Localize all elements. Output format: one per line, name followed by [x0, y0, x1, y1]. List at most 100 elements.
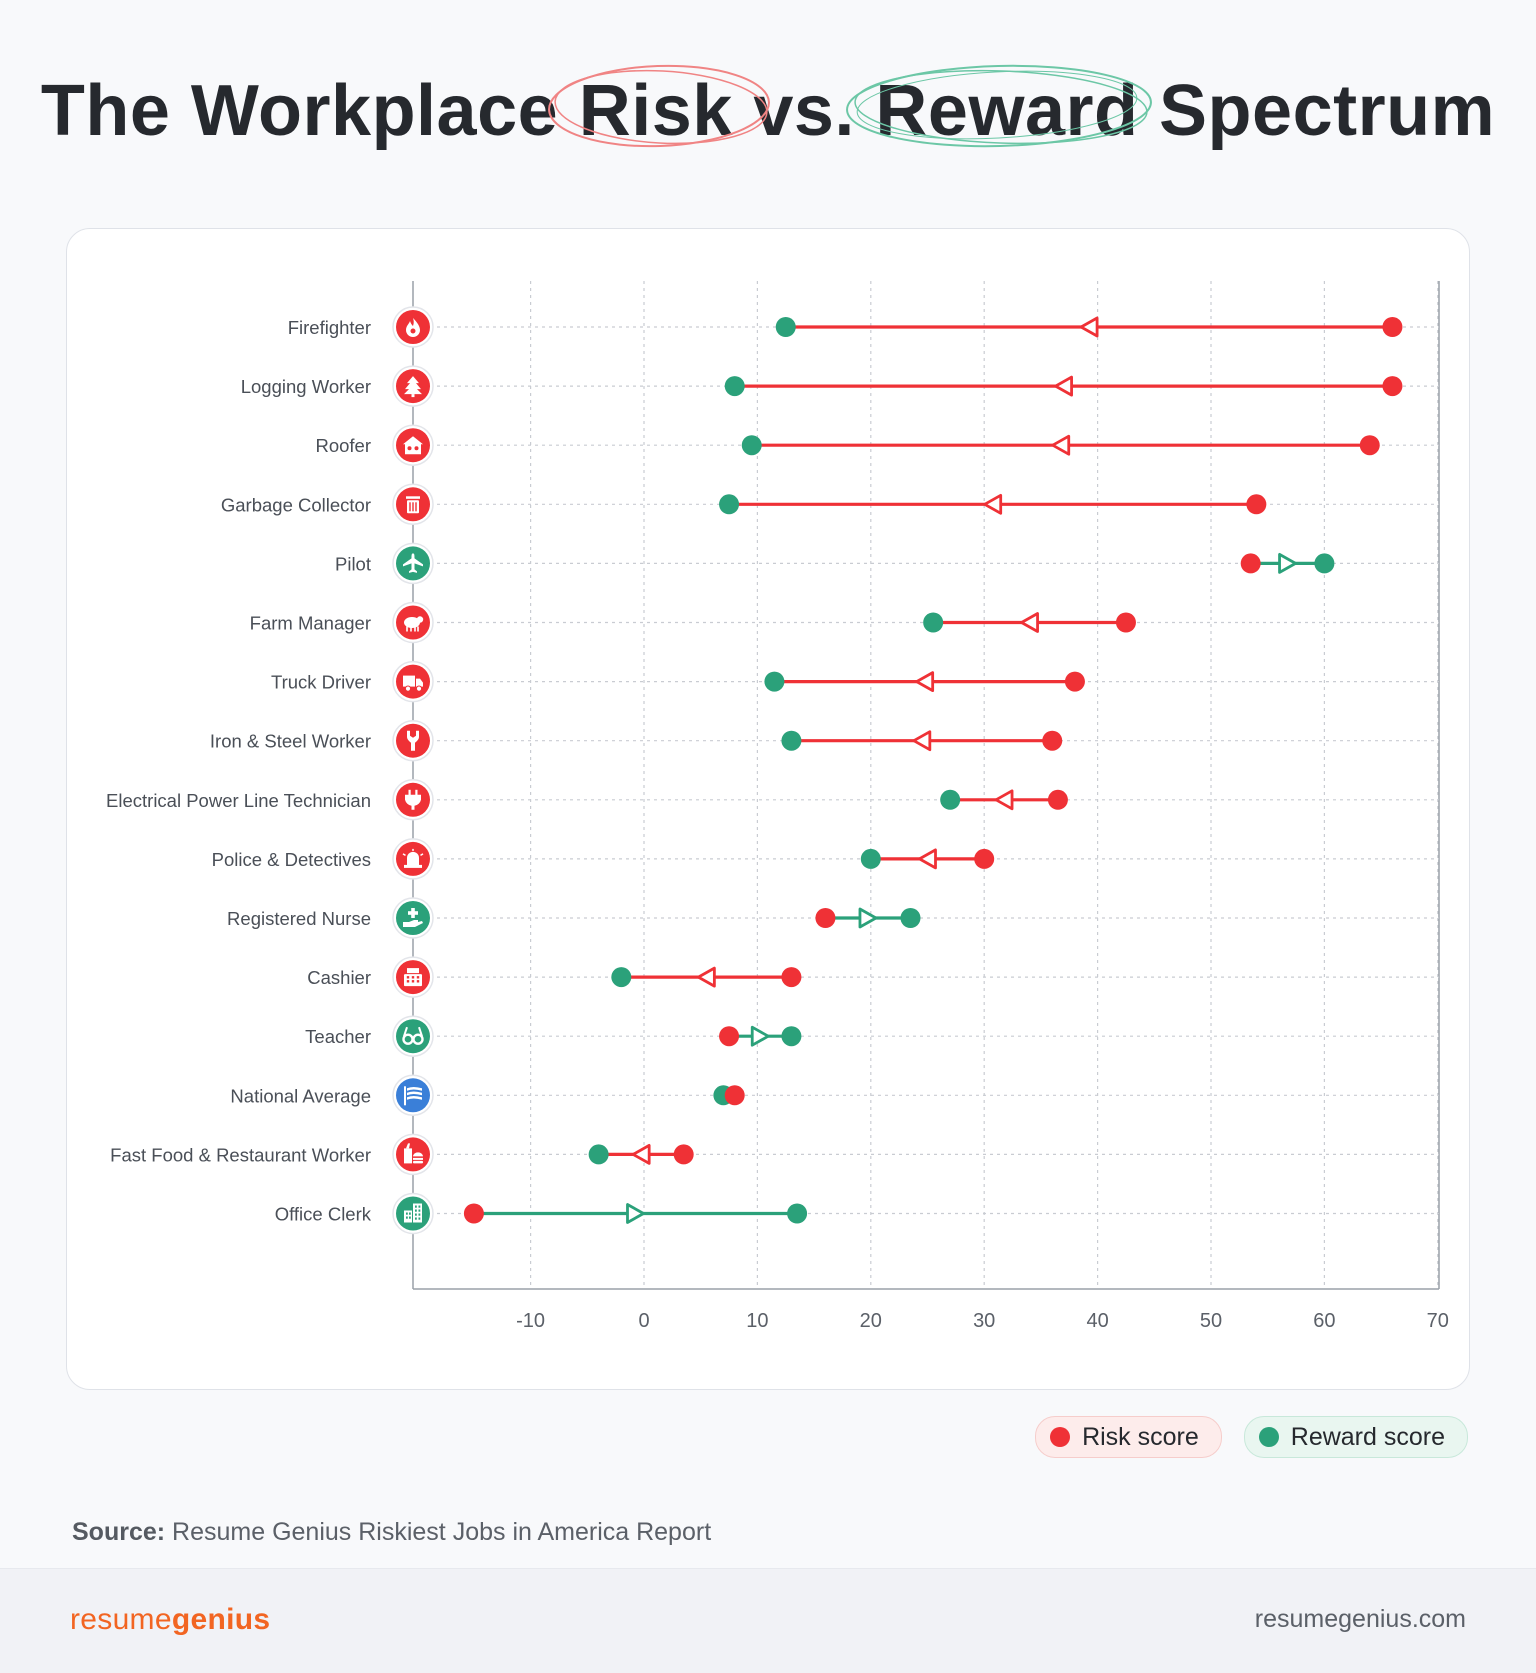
direction-arrow [626, 1203, 645, 1224]
x-tick-label: 50 [1200, 1310, 1222, 1332]
row-label: National Average [230, 1085, 371, 1106]
flag-icon [392, 1074, 434, 1117]
title-reward-word: Reward [846, 64, 1153, 152]
direction-arrow [915, 671, 935, 692]
x-tick-label: 20 [860, 1310, 882, 1332]
direction-arrow [858, 907, 878, 929]
chart-row: Police & Detectives [212, 838, 1439, 880]
wrench-icon [392, 719, 434, 762]
reward-dot [588, 1144, 609, 1165]
reward-dot [764, 671, 785, 692]
row-label: Teacher [305, 1026, 371, 1047]
row-label: Police & Detectives [212, 849, 371, 870]
reward-dot [775, 317, 796, 337]
row-label: Pilot [335, 553, 371, 574]
brand-light: resume [70, 1603, 172, 1636]
reward-dot [860, 848, 881, 869]
reward-dot [741, 435, 762, 456]
row-label: Logging Worker [241, 376, 371, 397]
legend: Risk score Reward score [1035, 1416, 1468, 1458]
risk-dot [1064, 671, 1085, 692]
risk-dot [1115, 612, 1136, 633]
row-label: Farm Manager [250, 613, 371, 634]
page-title: The Workplace Risk vs. Reward Spectrum [40, 64, 1495, 152]
row-label: Fast Food & Restaurant Worker [110, 1144, 371, 1165]
chart-row: Logging Worker [241, 365, 1439, 407]
trash-icon [392, 483, 434, 526]
chart-row: Registered Nurse [227, 897, 1439, 939]
direction-arrow [918, 848, 937, 870]
cash-register-icon [392, 956, 434, 998]
x-tick-label: 30 [973, 1310, 995, 1332]
source-note: Source: Resume Genius Riskiest Jobs in A… [72, 1518, 711, 1547]
risk-dot [1359, 435, 1380, 456]
title-part-1: The Workplace [40, 71, 559, 151]
direction-arrow [994, 789, 1014, 811]
dumbbell-chart: Firefighter Logging Worker Roofer Garbage C… [106, 281, 1449, 1332]
brand-bold: genius [171, 1603, 271, 1636]
reward-dot [900, 908, 921, 928]
chart-row: Roofer [315, 424, 1439, 466]
direction-arrow [631, 1144, 651, 1165]
brand-logo[interactable]: resumegenius [70, 1603, 270, 1637]
direction-arrow [1020, 612, 1039, 633]
reward-dot [781, 1026, 802, 1047]
legend-item-reward: Reward score [1243, 1416, 1468, 1458]
chart-card: Firefighter Logging Worker Roofer Garbage C… [66, 228, 1470, 1390]
x-tick-label: 0 [638, 1310, 649, 1332]
row-label: Electrical Power Line Technician [106, 790, 371, 811]
row-label: Office Clerk [275, 1204, 372, 1225]
reward-dot [787, 1203, 808, 1224]
row-label: Cashier [307, 967, 371, 988]
x-tick-label: 70 [1427, 1310, 1449, 1332]
title-wrap: The Workplace Risk vs. Reward Spectrum [0, 64, 1536, 152]
legend-risk-label: Risk score [1082, 1422, 1199, 1451]
x-tick-label: 40 [1086, 1310, 1108, 1332]
x-axis-ticks: -10 0 10 20 30 40 50 60 70 [516, 1310, 1449, 1332]
direction-arrow [750, 1025, 770, 1047]
risk-dot [1382, 376, 1403, 397]
chart-row: Farm Manager [250, 601, 1439, 644]
chart-row: Firefighter [288, 306, 1439, 348]
chart-row: Teacher [305, 1015, 1439, 1057]
chart-row: Fast Food & Restaurant Worker [110, 1133, 1439, 1176]
chart-row: Iron & Steel Worker [210, 719, 1439, 762]
glasses-icon [392, 1015, 434, 1057]
x-tick-label: 60 [1313, 1310, 1335, 1332]
office-building-icon [392, 1192, 434, 1235]
chart-row: Truck Driver [271, 660, 1439, 703]
sheep-icon [392, 601, 434, 644]
direction-arrow [696, 966, 716, 988]
house-icon [392, 424, 434, 466]
footer: resumegenius resumegenius.com [0, 1568, 1536, 1673]
source-text: Resume Genius Riskiest Jobs in America R… [165, 1518, 712, 1546]
direction-arrow [1079, 316, 1099, 338]
risk-dot [673, 1144, 694, 1165]
reward-dot [719, 494, 740, 515]
direction-arrow [1278, 553, 1297, 574]
row-label: Truck Driver [271, 672, 371, 693]
site-link[interactable]: resumegenius.com [1254, 1605, 1466, 1633]
source-label: Source: [72, 1518, 166, 1546]
title-part-2: vs. [753, 71, 855, 151]
chart-row: Garbage Collector [221, 483, 1439, 526]
burger-icon [392, 1133, 434, 1176]
chart-row: Electrical Power Line Technician [106, 779, 1439, 821]
reward-dot [940, 789, 961, 810]
risk-dot [724, 1085, 745, 1106]
chart-row: Pilot [335, 542, 1439, 585]
chart-row: Office Clerk [275, 1192, 1439, 1235]
grid-layer [412, 281, 1440, 1290]
direction-arrow [983, 493, 1003, 515]
risk-dot [1042, 730, 1063, 751]
risk-dot [815, 908, 836, 928]
truck-icon [392, 660, 434, 703]
plug-icon [392, 779, 434, 821]
row-label: Garbage Collector [221, 494, 371, 515]
risk-dot [974, 848, 995, 869]
direction-arrow [1051, 434, 1071, 456]
reward-dot [611, 967, 632, 988]
row-label: Roofer [315, 435, 371, 456]
reward-dot [724, 376, 745, 397]
fire-icon [392, 306, 434, 348]
